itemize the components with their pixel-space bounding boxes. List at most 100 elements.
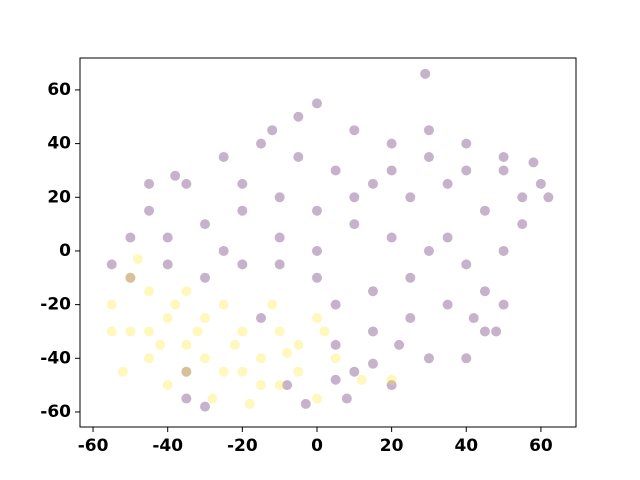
point (468, 313, 479, 324)
point (491, 326, 502, 337)
point (293, 111, 304, 122)
point (330, 299, 341, 310)
point (293, 366, 304, 377)
point (170, 299, 181, 310)
y-tick-label: 40 (47, 134, 71, 154)
point (311, 393, 322, 404)
point (181, 286, 192, 297)
point (274, 259, 285, 270)
point (394, 339, 405, 350)
x-tick-label: -20 (227, 436, 258, 456)
point (356, 374, 367, 385)
point (218, 245, 229, 256)
point (517, 192, 528, 203)
point (144, 286, 155, 297)
point (386, 374, 397, 385)
y-tick-label: 60 (47, 80, 71, 100)
point (367, 326, 378, 337)
point (181, 366, 192, 377)
point (274, 232, 285, 243)
point (479, 326, 490, 337)
point (282, 347, 293, 358)
x-tick-label: -60 (78, 436, 109, 456)
point (330, 374, 341, 385)
point (461, 165, 472, 176)
point (267, 299, 278, 310)
point (479, 286, 490, 297)
point (517, 219, 528, 230)
plot-frame (79, 57, 577, 428)
point (498, 152, 509, 163)
point (237, 205, 248, 216)
x-tick-label: 20 (380, 436, 404, 456)
point (162, 259, 173, 270)
point (207, 393, 218, 404)
x-tick-label: 40 (454, 436, 478, 456)
point (218, 366, 229, 377)
point (200, 401, 211, 412)
point (349, 125, 360, 136)
y-tick-label: -40 (40, 348, 71, 368)
point (498, 299, 509, 310)
point (300, 398, 311, 409)
point (117, 366, 128, 377)
point (125, 272, 136, 283)
point (311, 245, 322, 256)
point (330, 353, 341, 364)
point (125, 272, 136, 283)
point (162, 313, 173, 324)
point (155, 339, 166, 350)
point (106, 326, 117, 337)
point (256, 380, 267, 391)
point (200, 219, 211, 230)
point (423, 125, 434, 136)
point (144, 326, 155, 337)
y-tick-label: -60 (40, 402, 71, 422)
point (132, 254, 143, 265)
point (256, 313, 267, 324)
point (162, 380, 173, 391)
point (498, 165, 509, 176)
point (461, 259, 472, 270)
point (528, 157, 539, 168)
point (282, 380, 293, 391)
point (319, 326, 330, 337)
point (420, 68, 431, 79)
point (106, 259, 117, 270)
point (237, 326, 248, 337)
point (386, 165, 397, 176)
point (181, 366, 192, 377)
point (162, 232, 173, 243)
point (267, 125, 278, 136)
point (461, 353, 472, 364)
point (341, 393, 352, 404)
point (330, 165, 341, 176)
point (479, 205, 490, 216)
point (200, 353, 211, 364)
y-tick-label: 0 (59, 241, 71, 261)
x-tick-label: 0 (311, 436, 323, 456)
point (349, 219, 360, 230)
point (311, 272, 322, 283)
point (181, 393, 192, 404)
point (405, 272, 416, 283)
x-tick-label: 60 (529, 436, 553, 456)
point (423, 245, 434, 256)
point (311, 313, 322, 324)
point (229, 339, 240, 350)
point (200, 313, 211, 324)
point (461, 138, 472, 149)
point (293, 339, 304, 350)
point (125, 232, 136, 243)
point (244, 398, 255, 409)
point (256, 353, 267, 364)
point (144, 353, 155, 364)
point (367, 178, 378, 189)
point (386, 138, 397, 149)
point (367, 358, 378, 369)
point (237, 259, 248, 270)
point (274, 192, 285, 203)
point (543, 192, 554, 203)
point (442, 299, 453, 310)
